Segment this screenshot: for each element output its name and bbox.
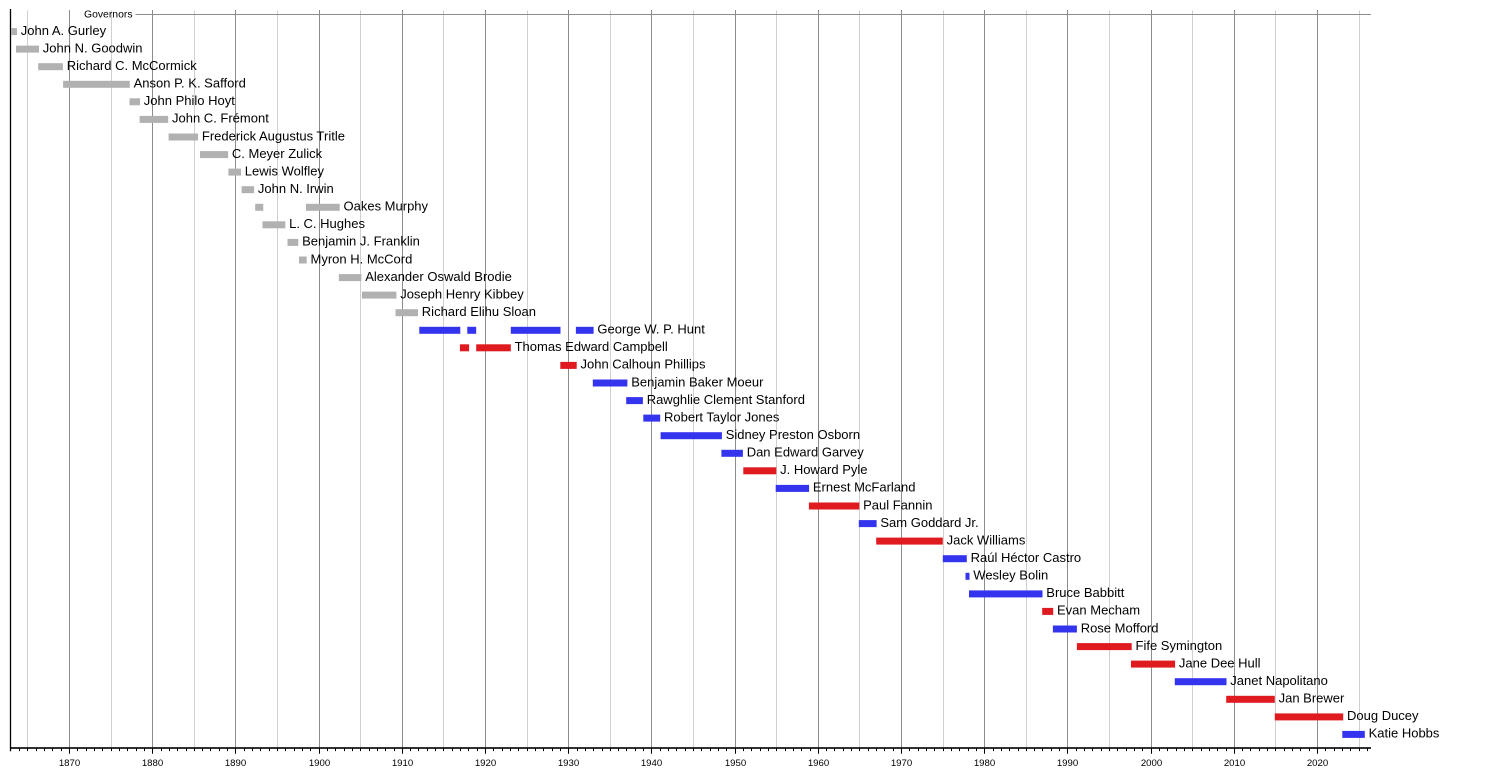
svg-text:1950: 1950 (725, 758, 746, 768)
svg-text:John N. Goodwin: John N. Goodwin (43, 40, 143, 55)
svg-text:Lewis Wolfley: Lewis Wolfley (245, 163, 325, 178)
svg-text:Rawghlie Clement Stanford: Rawghlie Clement Stanford (647, 392, 805, 407)
svg-text:Doug Ducey: Doug Ducey (1347, 708, 1419, 723)
svg-text:C. Meyer Zulick: C. Meyer Zulick (232, 146, 323, 161)
svg-text:Alexander Oswald Brodie: Alexander Oswald Brodie (365, 269, 512, 284)
svg-text:1920: 1920 (475, 758, 496, 768)
svg-text:Dan Edward Garvey: Dan Edward Garvey (747, 445, 865, 460)
svg-text:Anson P. K. Safford: Anson P. K. Safford (134, 76, 246, 91)
svg-text:Jack Williams: Jack Williams (947, 532, 1026, 547)
svg-text:1900: 1900 (309, 758, 330, 768)
svg-text:Paul Fannin: Paul Fannin (863, 497, 932, 512)
svg-text:1870: 1870 (59, 758, 80, 768)
svg-text:Oakes Murphy: Oakes Murphy (344, 199, 429, 214)
svg-text:Richard Elihu Sloan: Richard Elihu Sloan (422, 304, 536, 319)
svg-text:1980: 1980 (974, 758, 995, 768)
svg-text:Janet Napolitano: Janet Napolitano (1230, 673, 1328, 688)
svg-text:Wesley Bolin: Wesley Bolin (973, 568, 1048, 583)
svg-text:John C. Frémont: John C. Frémont (172, 111, 269, 126)
svg-text:John A. Gurley: John A. Gurley (21, 23, 107, 38)
svg-text:2020: 2020 (1307, 758, 1328, 768)
svg-text:1990: 1990 (1057, 758, 1078, 768)
svg-text:1910: 1910 (392, 758, 413, 768)
svg-text:Frederick Augustus Tritle: Frederick Augustus Tritle (202, 128, 345, 143)
svg-text:John Philo Hoyt: John Philo Hoyt (144, 93, 235, 108)
svg-text:2010: 2010 (1224, 758, 1245, 768)
svg-text:Bruce Babbitt: Bruce Babbitt (1046, 585, 1124, 600)
svg-text:Sam Goddard Jr.: Sam Goddard Jr. (880, 515, 978, 530)
svg-text:Raúl Héctor Castro: Raúl Héctor Castro (971, 550, 1082, 565)
svg-text:Governors: Governors (84, 10, 133, 21)
svg-text:Rose Mofford: Rose Mofford (1081, 620, 1159, 635)
svg-text:J. Howard Pyle: J. Howard Pyle (780, 462, 867, 477)
svg-text:Jane Dee Hull: Jane Dee Hull (1179, 655, 1261, 670)
svg-text:1970: 1970 (891, 758, 912, 768)
svg-text:Jan Brewer: Jan Brewer (1279, 691, 1345, 706)
svg-text:2000: 2000 (1141, 758, 1162, 768)
svg-text:1930: 1930 (558, 758, 579, 768)
svg-text:Benjamin J. Franklin: Benjamin J. Franklin (302, 234, 420, 249)
svg-text:L. C. Hughes: L. C. Hughes (289, 216, 365, 231)
svg-text:Evan Mecham: Evan Mecham (1057, 603, 1140, 618)
svg-text:1890: 1890 (225, 758, 246, 768)
svg-text:Richard C. McCormick: Richard C. McCormick (67, 58, 198, 73)
svg-text:Robert Taylor Jones: Robert Taylor Jones (664, 409, 780, 424)
svg-text:Myron H. McCord: Myron H. McCord (311, 251, 413, 266)
svg-text:George W. P. Hunt: George W. P. Hunt (597, 322, 705, 337)
svg-text:1940: 1940 (641, 758, 662, 768)
svg-text:Thomas Edward Campbell: Thomas Edward Campbell (515, 339, 668, 354)
svg-text:Sidney Preston Osborn: Sidney Preston Osborn (726, 427, 860, 442)
svg-text:Benjamin Baker Moeur: Benjamin Baker Moeur (631, 374, 764, 389)
svg-text:Joseph Henry Kibbey: Joseph Henry Kibbey (400, 286, 524, 301)
svg-text:1880: 1880 (142, 758, 163, 768)
svg-text:Fife Symington: Fife Symington (1136, 638, 1223, 653)
svg-text:John Calhoun Phillips: John Calhoun Phillips (581, 357, 707, 372)
svg-text:1960: 1960 (808, 758, 829, 768)
svg-text:Katie Hobbs: Katie Hobbs (1369, 726, 1440, 741)
svg-text:John N. Irwin: John N. Irwin (258, 181, 334, 196)
svg-text:Ernest McFarland: Ernest McFarland (813, 480, 916, 495)
